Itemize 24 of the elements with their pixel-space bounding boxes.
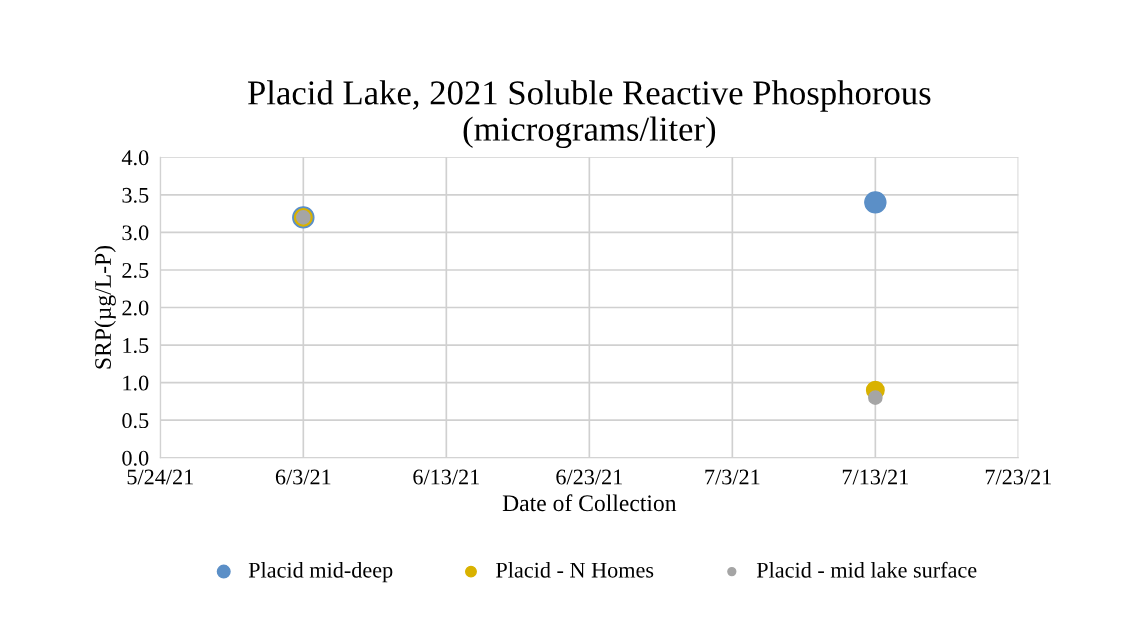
y-tick-label: 2.5	[122, 262, 149, 278]
point	[868, 390, 883, 405]
y-axis-title: SRP(µg/L-P)	[94, 245, 116, 369]
x-axis-title: Date of Collection	[502, 494, 677, 512]
y-tick-label: 2.0	[122, 300, 149, 316]
y-tick-label: 0.0	[122, 450, 149, 466]
x-tick-label: 6/23/21	[556, 469, 622, 485]
legend-label: Placid mid-deep	[248, 562, 393, 583]
x-tick-label: 7/13/21	[842, 469, 908, 485]
y-tick-label: 3.0	[122, 225, 149, 241]
y-tick-label: 3.5	[122, 187, 149, 203]
x-tick-label: 5/24/21	[127, 469, 193, 485]
x-tick-label: 6/13/21	[413, 469, 479, 485]
y-tick-label: 4.0	[121, 150, 149, 166]
x-tick-label: 7/3/21	[705, 469, 760, 485]
y-tick-label: 0.5	[122, 413, 149, 429]
y-tick-label: 1.5	[123, 338, 149, 354]
x-tick-label: 6/3/21	[275, 469, 331, 485]
x-tick-label: 7/23/21	[985, 469, 1051, 485]
legend-label: Placid - mid lake surface	[756, 561, 977, 578]
chart-title: Placid Lake, 2021 Soluble Reactive Phosphorous (micrograms/liter)	[247, 80, 931, 149]
y-tick-label: 1.0	[123, 375, 149, 391]
legend-label: Placid - N Homes	[496, 562, 654, 578]
point	[864, 191, 887, 214]
